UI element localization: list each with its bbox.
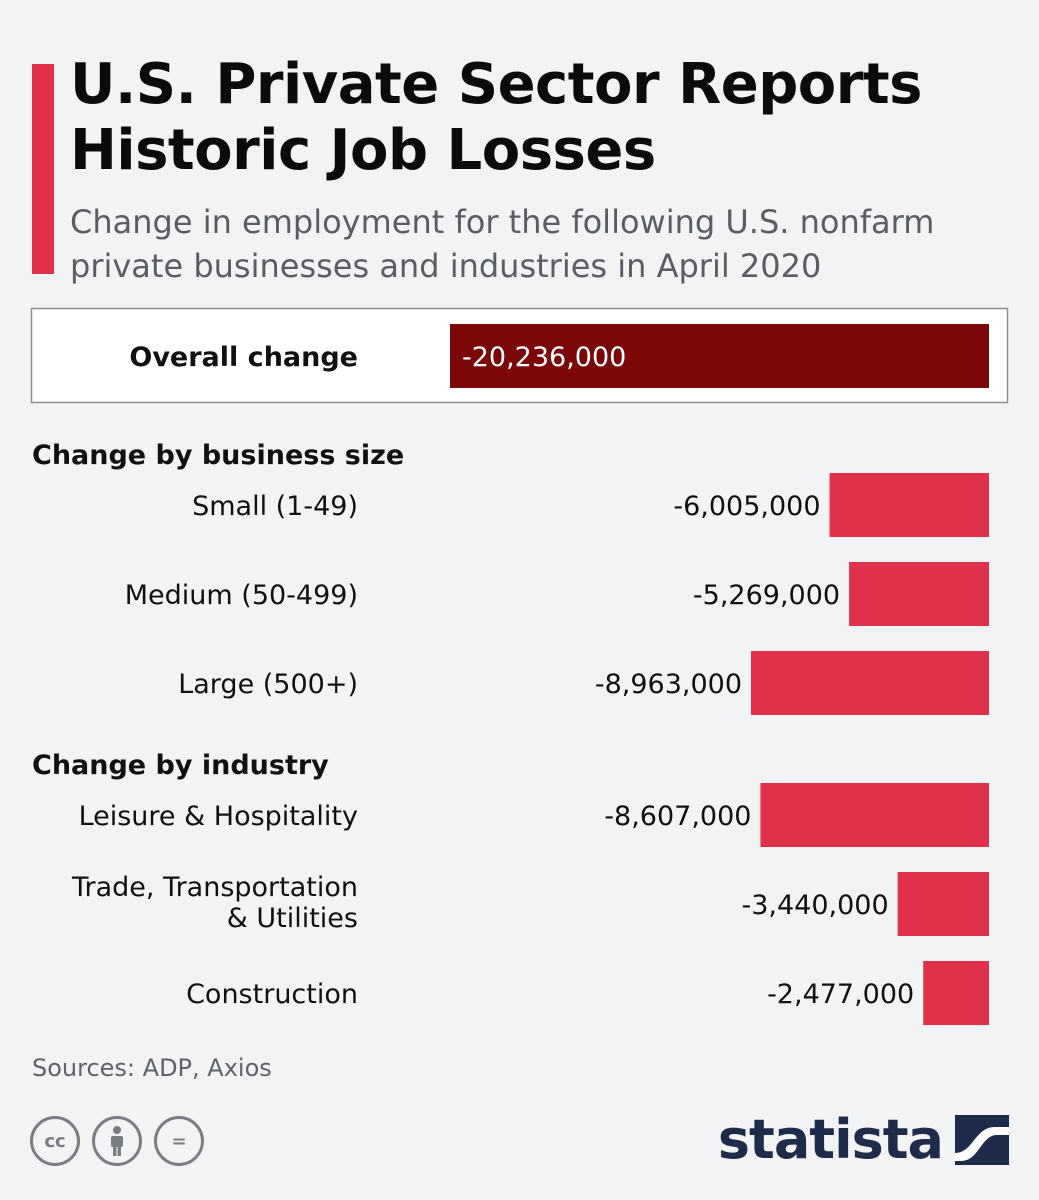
no-derivatives-icon: = [154, 1116, 204, 1166]
group-heading: Change by industry [32, 750, 329, 781]
bar [751, 651, 989, 715]
category-label: Medium (50-499) [125, 580, 358, 611]
attribution-icon [92, 1116, 142, 1166]
bar-chart: Overall change -20,236,000 Change by busin… [30, 307, 1009, 1025]
category-label: Leisure & Hospitality [79, 801, 358, 832]
brand: statista [718, 1108, 1009, 1171]
cc-icon-label: cc [44, 1130, 66, 1152]
brand-name: statista [717, 1108, 944, 1171]
statista-logo-icon [955, 1114, 1009, 1165]
value-label: -6,005,000 [673, 491, 820, 522]
category-label: Trade, Transportation & Utilities [71, 872, 358, 934]
overall-value-label: -20,236,000 [462, 342, 626, 373]
bar [760, 783, 989, 847]
chart-title: U.S. Private Sector Reports Historic Job… [70, 52, 922, 183]
title-accent-bar [32, 64, 54, 274]
value-label: -8,963,000 [595, 669, 742, 700]
category-label: Construction [186, 979, 358, 1010]
cc-icon: cc [30, 1116, 80, 1166]
category-label: Small (1-49) [192, 491, 358, 522]
value-label: -2,477,000 [767, 979, 914, 1010]
bar [897, 872, 989, 936]
category-label: Large (500+) [178, 669, 358, 700]
value-label: -3,440,000 [741, 890, 888, 921]
license-icons: cc = [30, 1116, 204, 1166]
bar [849, 562, 989, 626]
bar [923, 961, 989, 1025]
nd-icon-label: = [171, 1130, 187, 1152]
bar [829, 473, 989, 537]
source-note: Sources: ADP, Axios [32, 1054, 272, 1082]
value-label: -5,269,000 [693, 580, 840, 611]
group-heading: Change by business size [32, 440, 404, 471]
chart-subtitle: Change in employment for the following U… [70, 203, 935, 285]
overall-label: Overall change [129, 342, 358, 373]
overall-bar [450, 324, 989, 388]
value-label: -8,607,000 [604, 801, 751, 832]
